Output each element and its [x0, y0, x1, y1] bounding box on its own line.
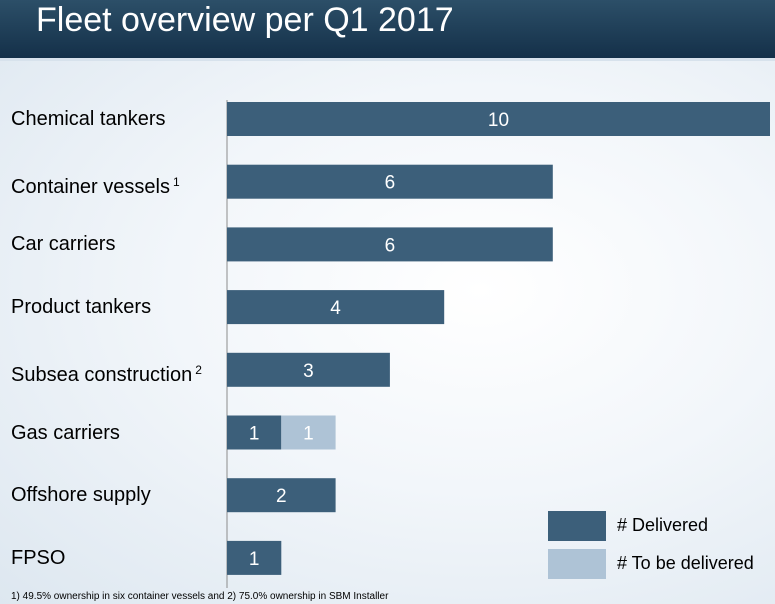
bar-chemical-tankers-delivered: [227, 102, 770, 136]
footnote-marker: 1: [172, 174, 180, 189]
category-label-product-tankers: Product tankers: [11, 295, 151, 319]
category-label-chemical-tankers: Chemical tankers: [11, 107, 166, 131]
title-bar: Fleet overview per Q1 2017: [0, 0, 775, 58]
bar-car-carriers-delivered: [227, 227, 553, 262]
title-divider: [0, 58, 775, 61]
bar-value-label-gas-carriers-delivered: 1: [249, 424, 260, 445]
bar-value-label-subsea-construction-delivered: 3: [303, 361, 314, 382]
bar-subsea-construction-delivered: [227, 352, 390, 387]
category-label-gas-carriers: Gas carriers: [11, 421, 120, 445]
category-label-text: Container vessels: [11, 175, 170, 198]
bar-gas-carriers-to-be-delivered: [281, 415, 336, 450]
category-label-container-vessels: Container vessels 1: [11, 170, 180, 199]
bar-value-label-offshore-supply-delivered: 2: [276, 486, 287, 507]
category-label-text: Product tankers: [11, 296, 152, 319]
bar-value-label-gas-carriers-to-be-delivered: 1: [303, 424, 314, 445]
bar-offshore-supply-delivered: [227, 478, 336, 513]
category-label-fpso: FPSO: [11, 546, 65, 570]
footnote: 1) 49.5% ownership in six container vess…: [11, 591, 389, 602]
bar-value-label-fpso-delivered: 1: [249, 549, 260, 570]
category-label-offshore-supply: Offshore supply: [11, 483, 151, 507]
legend-label-delivered: # Delivered: [617, 515, 709, 535]
category-label-text: Subsea construction: [11, 363, 193, 386]
bar-fpso-delivered: [227, 540, 282, 575]
bar-gas-carriers-delivered: [227, 415, 282, 450]
bar-value-label-container-vessels-delivered: 6: [385, 173, 396, 194]
category-label-subsea-construction: Subsea construction 2: [11, 358, 202, 387]
legend-swatch-delivered: [548, 511, 606, 541]
category-label-car-carriers: Car carriers: [11, 232, 115, 256]
page-title: Fleet overview per Q1 2017: [36, 1, 454, 39]
bar-value-label-product-tankers-delivered: 4: [330, 298, 341, 319]
category-label-text: Offshore supply: [11, 484, 151, 507]
category-label-text: FPSO: [11, 546, 66, 569]
bar-value-label-chemical-tankers-delivered: 10: [488, 110, 509, 131]
category-label-text: Chemical tankers: [11, 108, 166, 130]
category-label-text: Gas carriers: [11, 421, 120, 444]
bar-product-tankers-delivered: [227, 290, 445, 325]
legend-label-to-be-delivered: # To be delivered: [617, 553, 754, 573]
footnote-marker: 2: [195, 362, 202, 377]
bar-value-label-car-carriers-delivered: 6: [385, 235, 396, 256]
bar-container-vessels-delivered: [227, 164, 553, 199]
category-label-text: Car carriers: [11, 233, 116, 256]
legend-swatch-to-be-delivered: [548, 549, 606, 579]
